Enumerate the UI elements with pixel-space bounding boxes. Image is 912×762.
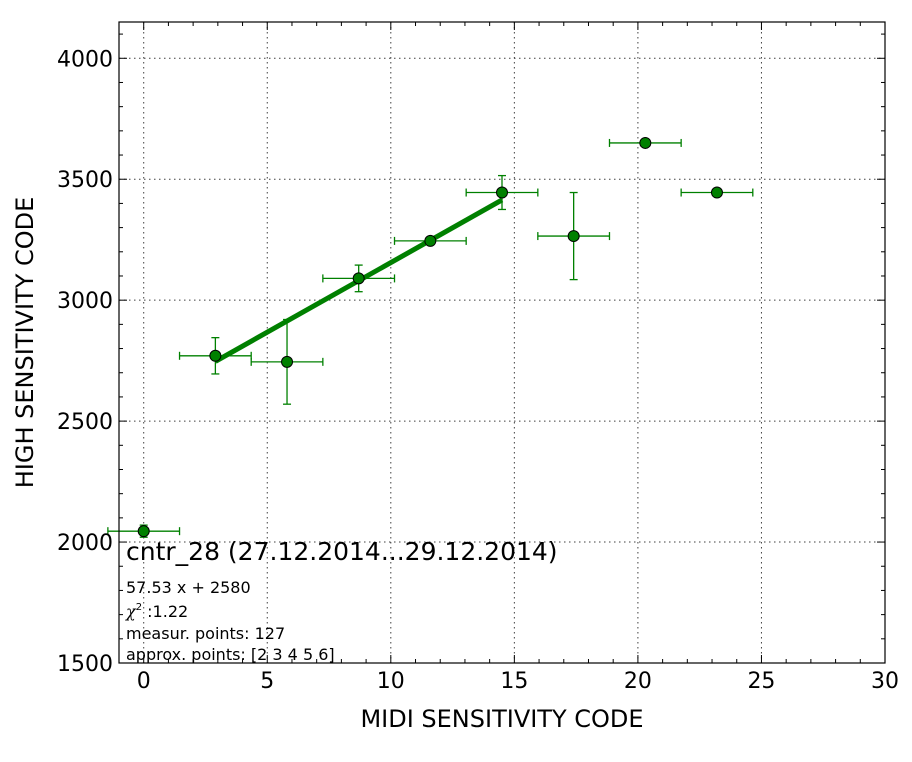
annotation-equation: 57.53 x + 2580 [126, 578, 251, 597]
y-tick-label: 3000 [57, 289, 113, 314]
x-tick-label: 25 [747, 669, 775, 694]
data-point [352, 272, 365, 285]
data-point [496, 186, 508, 199]
x-tick-label: 0 [137, 669, 151, 694]
point-layer [137, 136, 723, 538]
data-point [710, 186, 723, 199]
x-tick-label: 10 [377, 669, 405, 694]
x-tick-label: 20 [624, 669, 652, 694]
x-tick-label: 15 [500, 669, 528, 694]
y-tick-label: 1500 [57, 652, 113, 677]
data-point [639, 136, 652, 149]
x-tick-labels: 0 5 10 15 20 25 30 [137, 669, 899, 694]
annotation-approx-points: approx. points: [2 3 4 5 6] [126, 645, 335, 664]
chi2-exponent: 2 [136, 602, 142, 613]
data-point [567, 230, 580, 243]
x-axis-label: MIDI SENSITIVITY CODE [360, 705, 643, 733]
x-tick-label: 5 [260, 669, 274, 694]
grid-layer [119, 22, 885, 663]
y-tick-labels: 1500 2000 2500 3000 3500 4000 [57, 47, 113, 677]
y-tick-label: 2500 [57, 410, 113, 435]
x-tick-label: 30 [871, 669, 899, 694]
y-tick-label: 2000 [57, 531, 113, 556]
minor-ticks [119, 22, 886, 664]
y-tick-label: 3500 [57, 168, 113, 193]
chi2-value: :1.22 [142, 602, 188, 621]
annotation-block: cntr_28 (27.12.2014...29.12.2014) 57.53 … [125, 537, 558, 664]
chi2-symbol: χ [125, 602, 137, 621]
plot-frame [118, 21, 886, 664]
y-tick-label: 4000 [57, 47, 113, 72]
y-axis-label: HIGH SENSITIVITY CODE [11, 197, 39, 489]
data-point [424, 234, 437, 247]
annotation-chi2: χ2 :1.22 [125, 602, 188, 621]
data-point [209, 349, 222, 362]
annotation-measur-points: measur. points: 127 [126, 624, 285, 643]
data-point [137, 525, 150, 538]
data-point [281, 355, 294, 368]
errorbar-layer [107, 138, 754, 538]
annotation-title: cntr_28 (27.12.2014...29.12.2014) [126, 537, 558, 566]
